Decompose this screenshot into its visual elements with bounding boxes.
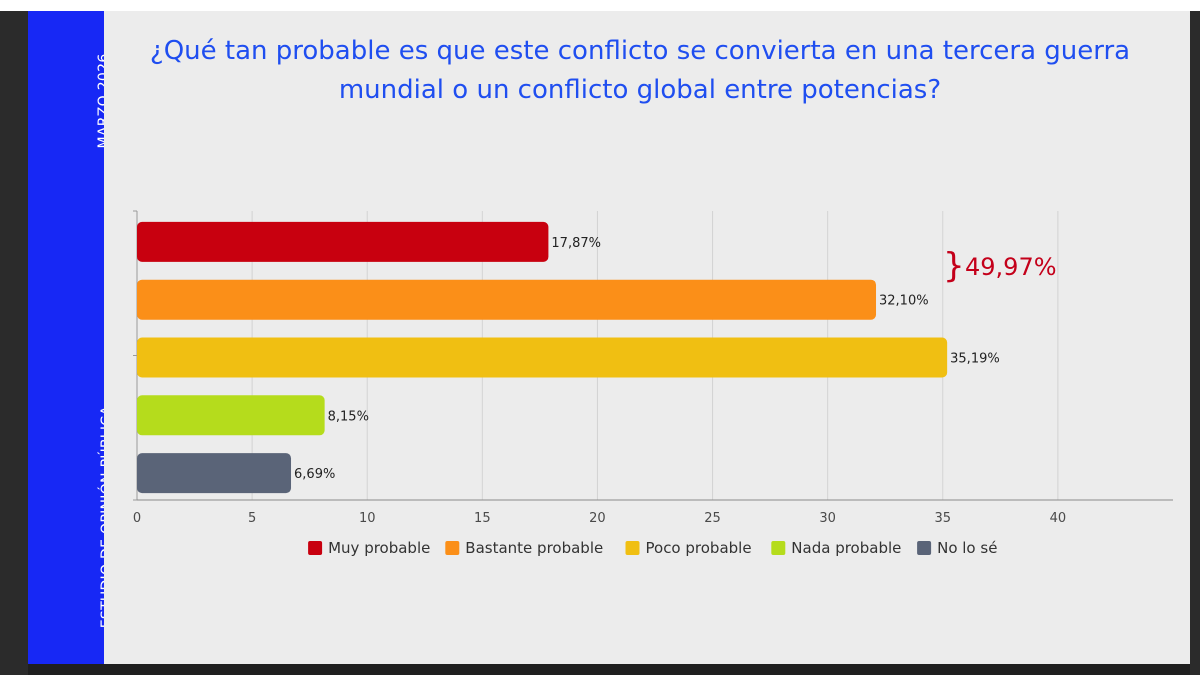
legend-label: Nada probable bbox=[791, 539, 901, 557]
top-strip bbox=[0, 0, 1200, 11]
x-tick-label: 0 bbox=[133, 511, 141, 526]
legend-label: No lo sé bbox=[937, 539, 997, 557]
data-label: 35,19% bbox=[950, 352, 1000, 367]
bottom-edge bbox=[28, 664, 1190, 675]
data-label: 8,15% bbox=[328, 409, 369, 424]
side-panel: MARZO 2026 ESTUDIO DE OPINIÓN PÚBLICA bbox=[28, 11, 115, 664]
annotation-total: 49,97% bbox=[965, 253, 1057, 281]
data-label: 6,69% bbox=[294, 467, 335, 482]
x-tick-label: 10 bbox=[359, 511, 376, 526]
legend-label: Poco probable bbox=[646, 539, 752, 557]
x-tick-label: 25 bbox=[704, 511, 721, 526]
annotation-brace: } bbox=[943, 246, 965, 286]
legend-swatch bbox=[625, 541, 640, 555]
chart-title: ¿Qué tan probable es que este conflicto … bbox=[149, 36, 1131, 105]
bar-1 bbox=[137, 221, 549, 262]
right-edge bbox=[1190, 11, 1200, 675]
legend-swatch bbox=[771, 541, 786, 555]
data-label: 32,10% bbox=[879, 294, 929, 309]
left-edge bbox=[0, 11, 28, 675]
legend-label: Muy probable bbox=[328, 539, 430, 557]
x-tick-label: 5 bbox=[248, 511, 256, 526]
legend-swatch bbox=[917, 541, 932, 555]
data-label: 17,87% bbox=[551, 236, 601, 251]
legend-swatch bbox=[308, 541, 323, 555]
legend-swatch bbox=[445, 541, 460, 555]
legend-label: Bastante probable bbox=[465, 539, 603, 557]
x-tick-label: 40 bbox=[1050, 511, 1067, 526]
bar-4 bbox=[137, 395, 325, 436]
x-tick-label: 30 bbox=[819, 511, 836, 526]
x-tick-label: 20 bbox=[589, 511, 606, 526]
bar-2 bbox=[137, 279, 877, 320]
bar-3 bbox=[137, 337, 948, 378]
bar-5 bbox=[137, 453, 292, 494]
x-tick-label: 35 bbox=[935, 511, 952, 526]
x-tick-label: 15 bbox=[474, 511, 491, 526]
